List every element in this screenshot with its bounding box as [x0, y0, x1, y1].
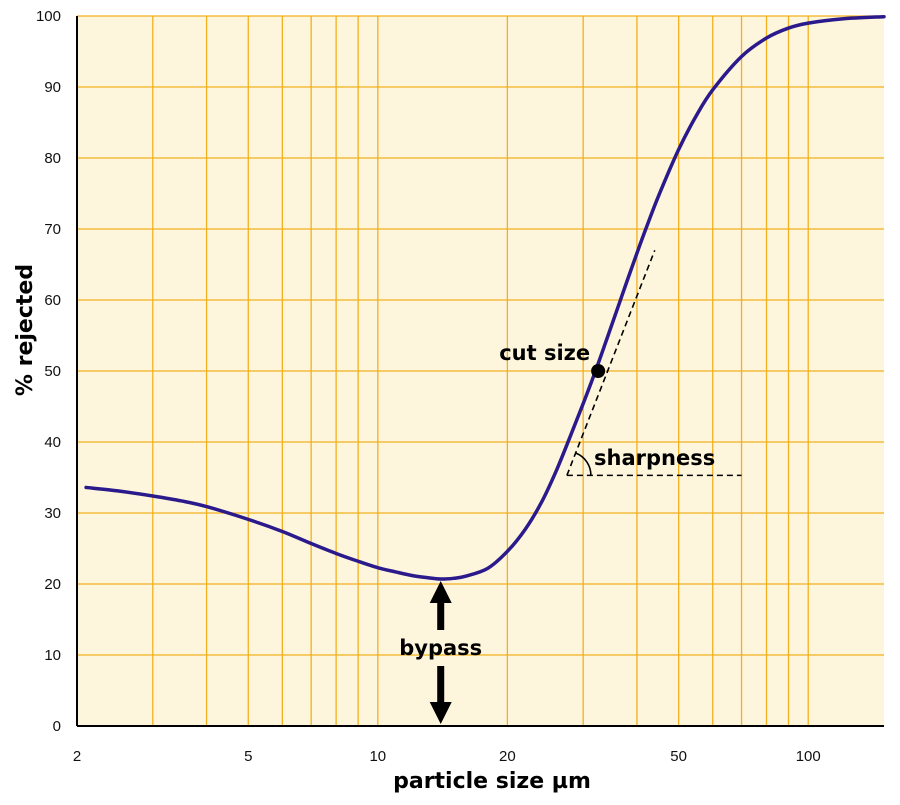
- y-tick-label-100: 100: [36, 8, 61, 25]
- markers: cut size: [499, 341, 606, 378]
- y-tick-label-60: 60: [44, 292, 61, 309]
- bypass-label: bypass: [399, 636, 482, 660]
- y-tick-label-80: 80: [44, 150, 61, 167]
- annotations: sharpness bypass: [399, 250, 742, 724]
- cut-size-point: [591, 364, 606, 378]
- x-tick-label-5: 5: [244, 748, 252, 765]
- y-tick-label-0: 0: [53, 718, 61, 735]
- cut-size-label: cut size: [499, 341, 590, 365]
- y-tick-label-70: 70: [44, 221, 61, 238]
- y-tick-label-10: 10: [44, 647, 61, 664]
- x-tick-label-2: 2: [73, 748, 81, 765]
- x-axis-title: particle size µm: [393, 769, 591, 794]
- x-tick-label-50: 50: [670, 748, 687, 765]
- sharpness-label: sharpness: [594, 446, 715, 470]
- y-tick-label-90: 90: [44, 79, 61, 96]
- y-tick-label-20: 20: [44, 576, 61, 593]
- bypass-arrow-head-up: [429, 581, 452, 604]
- gridlines: [76, 15, 884, 727]
- bypass-arrow-head-down: [429, 702, 452, 724]
- x-tick-label-100: 100: [796, 748, 821, 765]
- series-line-partition-curve: [84, 14, 886, 581]
- y-tick-label-50: 50: [44, 363, 61, 380]
- y-tick-label-40: 40: [44, 434, 61, 451]
- sharpness-tangent-line: [566, 250, 656, 476]
- y-tick-label-30: 30: [44, 505, 61, 522]
- sharpness-angle-arc: [575, 452, 592, 476]
- x-tick-label-10: 10: [369, 748, 386, 765]
- x-tick-label-20: 20: [499, 748, 516, 765]
- y-axis-title: % rejected: [13, 264, 38, 396]
- tick-labels: 0 10 20 30 40 50 60 70 80 90 100 2 5 10 20 50 100: [36, 8, 821, 765]
